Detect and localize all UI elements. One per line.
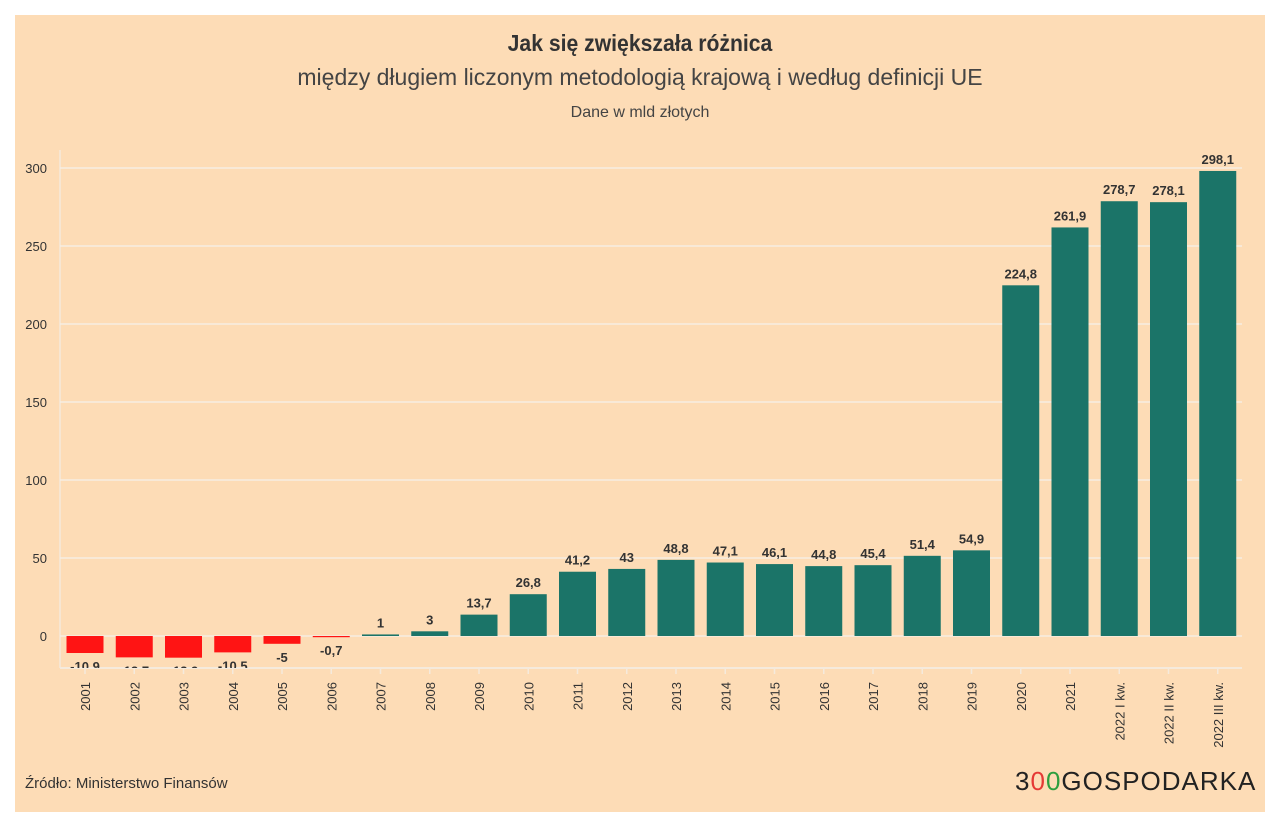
data-label: 278,1 xyxy=(1152,183,1185,198)
logo: 300GOSPODARKA xyxy=(1015,766,1257,796)
data-label: 3 xyxy=(426,612,433,627)
x-tick-label: 2007 xyxy=(374,682,389,711)
source-note: Źródło: Ministerstwo Finansów xyxy=(25,775,228,792)
data-label: 46,1 xyxy=(762,545,787,560)
chart-title: Jak się zwiększała różnica xyxy=(507,30,773,56)
bar xyxy=(165,636,202,658)
y-tick-label: 200 xyxy=(25,317,47,332)
data-label: 47,1 xyxy=(713,544,738,559)
x-tick-label: 2015 xyxy=(768,682,783,711)
bar xyxy=(953,550,990,636)
bar xyxy=(1002,285,1040,636)
bar xyxy=(411,631,449,636)
x-tick-label: 2017 xyxy=(866,682,881,711)
x-tick-label: 2001 xyxy=(78,682,93,711)
data-label: 51,4 xyxy=(910,537,936,552)
bar xyxy=(903,555,941,636)
x-tick-label: 2006 xyxy=(324,682,339,711)
x-tick-label: 2022 II kw. xyxy=(1162,682,1177,744)
data-label: 26,8 xyxy=(516,575,541,590)
bar xyxy=(263,636,301,644)
data-label: 261,9 xyxy=(1054,208,1087,223)
bar xyxy=(362,634,399,636)
y-tick-label: 250 xyxy=(25,239,47,254)
bar xyxy=(1100,201,1138,636)
bar xyxy=(608,568,646,636)
x-tick-label: 2003 xyxy=(177,682,192,711)
bar xyxy=(805,566,843,636)
bar xyxy=(66,636,104,654)
data-label: -10,9 xyxy=(70,659,100,674)
x-tick-label: 2016 xyxy=(817,682,832,711)
data-label: -10,5 xyxy=(218,658,248,673)
bar xyxy=(706,562,744,636)
x-tick-label: 2009 xyxy=(472,682,487,711)
x-tick-label: 2011 xyxy=(571,682,586,710)
data-label: 44,8 xyxy=(811,547,836,562)
y-tick-label: 0 xyxy=(40,629,47,644)
x-tick-label: 2012 xyxy=(620,682,635,711)
data-label: -13,7 xyxy=(119,663,149,678)
bars: -10,9 -13,7 -13,9 -10,5 -5 -0,7 1 3 13,7 26,8 41,2… xyxy=(66,152,1237,679)
data-label: -13,9 xyxy=(169,664,199,679)
bar xyxy=(509,594,547,636)
x-tick-label: 2022 I kw. xyxy=(1112,682,1127,741)
chart-subtitle: między długiem liczonym metodologią kraj… xyxy=(297,64,983,90)
x-tick-label: 2019 xyxy=(965,682,980,711)
x-tick-label: 2008 xyxy=(423,682,438,711)
y-tick-label: 150 xyxy=(25,395,47,410)
x-tick-label: 2021 xyxy=(1063,682,1078,711)
bar xyxy=(756,564,793,636)
y-tick-label: 100 xyxy=(25,473,47,488)
x-tick-label: 2005 xyxy=(275,682,290,711)
data-label: 278,7 xyxy=(1103,182,1136,197)
data-label: 43 xyxy=(620,550,634,565)
bar xyxy=(1051,227,1089,636)
x-tick-label: 2004 xyxy=(226,682,241,711)
y-tick-label: 50 xyxy=(33,551,47,566)
bar xyxy=(312,636,350,638)
bar xyxy=(1150,202,1187,636)
bar xyxy=(214,636,252,653)
x-tick-label: 2022 III kw. xyxy=(1211,682,1226,748)
bar xyxy=(657,559,695,636)
data-label: 48,8 xyxy=(663,541,688,556)
x-tick-label: 2018 xyxy=(915,682,930,711)
bar xyxy=(115,636,153,658)
bar xyxy=(460,614,498,636)
x-tick-label: 2013 xyxy=(669,682,684,711)
data-label: -0,7 xyxy=(320,643,342,658)
data-label: 45,4 xyxy=(860,546,886,561)
y-tick-label: 300 xyxy=(25,161,47,176)
bar xyxy=(854,565,892,636)
bar xyxy=(1199,170,1237,637)
x-tick-label: 2010 xyxy=(521,682,536,711)
data-label: 1 xyxy=(377,615,384,630)
x-tick-label: 2020 xyxy=(1014,682,1029,711)
data-label: 13,7 xyxy=(466,596,491,611)
x-tick-label: 2014 xyxy=(718,682,733,711)
data-label: 224,8 xyxy=(1004,266,1037,281)
unit-note: Dane w mld złotych xyxy=(570,104,710,121)
data-label: -5 xyxy=(276,650,288,665)
bar xyxy=(559,571,596,636)
data-label: 41,2 xyxy=(565,553,590,568)
x-tick-label: 2002 xyxy=(127,682,142,711)
data-label: 54,9 xyxy=(959,531,984,546)
data-label: 298,1 xyxy=(1201,152,1234,167)
